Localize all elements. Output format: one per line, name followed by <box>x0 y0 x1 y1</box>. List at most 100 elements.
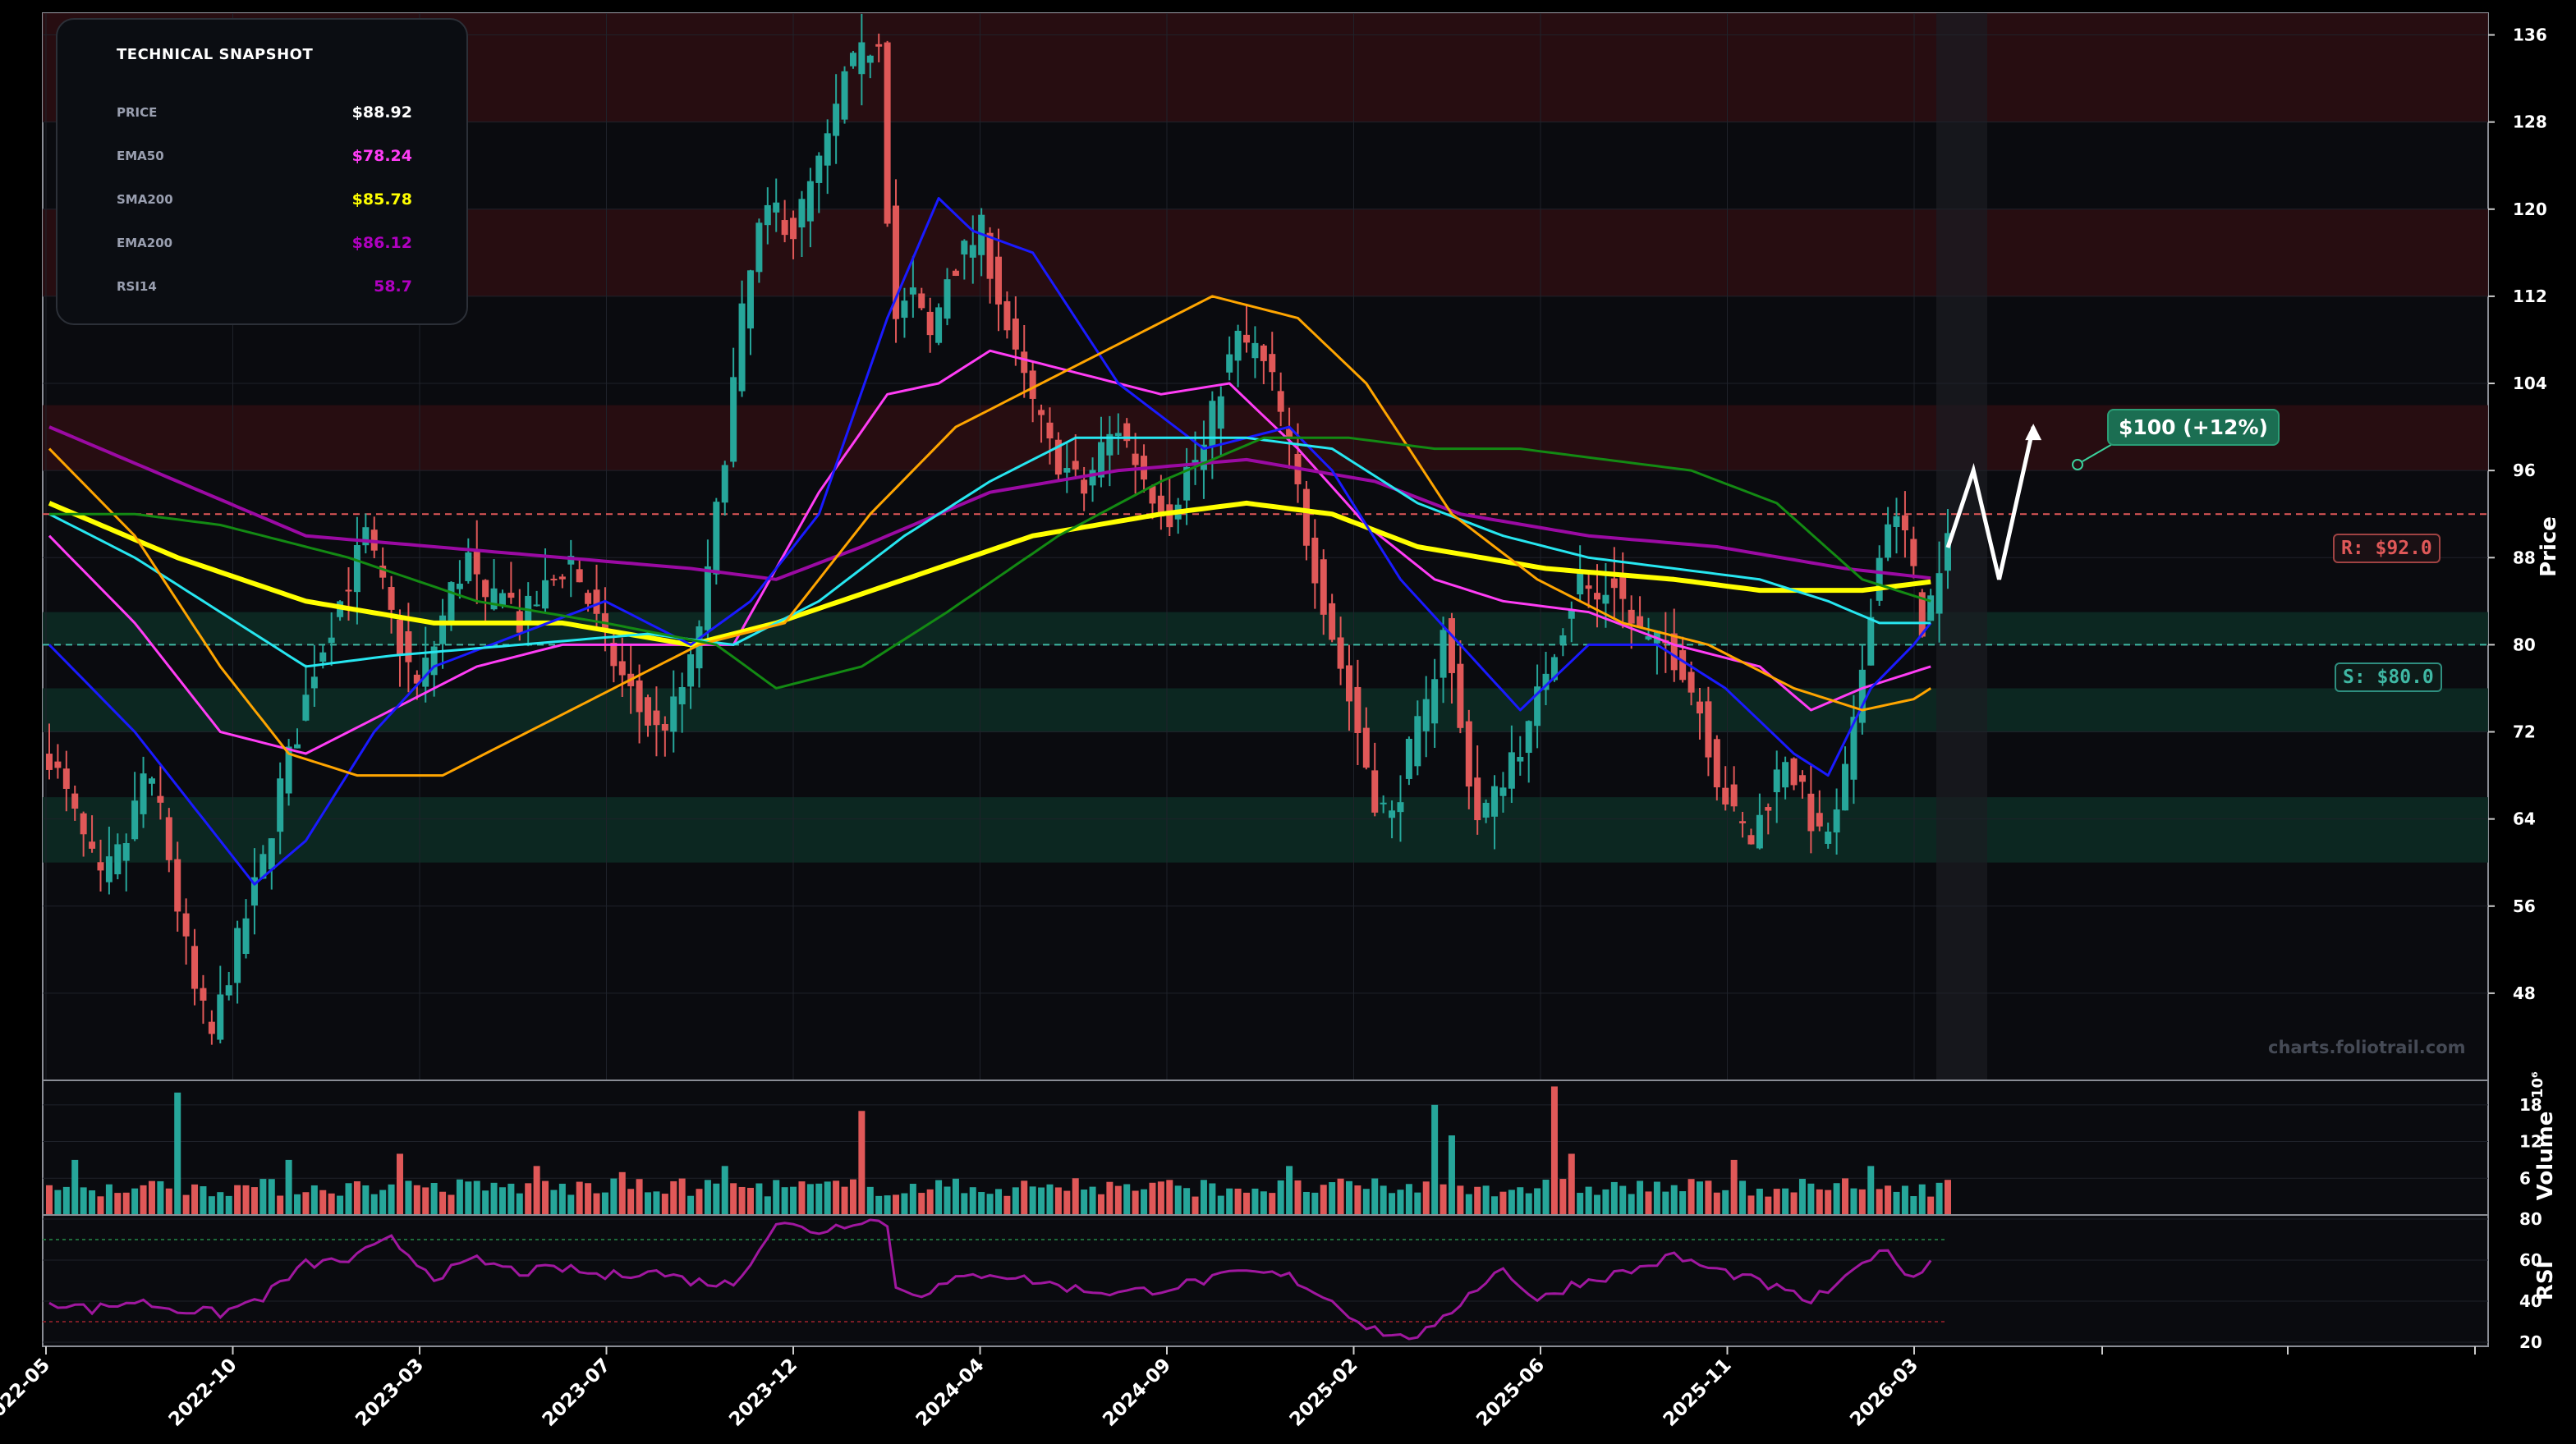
volume-bar <box>1508 1190 1515 1215</box>
volume-axis-exponent: 10⁶ <box>2529 1071 2546 1098</box>
volume-bar <box>1559 1179 1567 1215</box>
bear-candle <box>1286 429 1293 438</box>
support-zone <box>43 688 2488 732</box>
volume-bar <box>439 1191 447 1215</box>
volume-bar <box>54 1190 62 1215</box>
bull-candle <box>866 55 874 63</box>
volume-bar <box>1354 1185 1361 1215</box>
volume-bar <box>1183 1188 1191 1215</box>
bull-candle <box>909 287 916 295</box>
y-tick-label: 80 <box>2513 635 2536 654</box>
bull-candle <box>1833 809 1840 833</box>
volume-bar <box>704 1180 711 1215</box>
bull-candle <box>1482 802 1490 818</box>
bull-candle <box>1414 716 1421 767</box>
y-axis-label: Price <box>2537 516 2561 577</box>
volume-bar <box>1003 1195 1011 1215</box>
volume-bar <box>225 1195 232 1215</box>
volume-bar <box>1935 1182 1943 1215</box>
bull-candle <box>1568 609 1575 619</box>
volume-bar <box>1696 1181 1703 1215</box>
y-tick-label: 104 <box>2513 374 2547 393</box>
volume-bar <box>1705 1180 1712 1215</box>
bear-candle <box>482 580 489 598</box>
volume-bar <box>490 1182 498 1215</box>
volume-tick-label: 6 <box>2519 1168 2531 1188</box>
volume-bar <box>1945 1180 1951 1215</box>
bull-candle <box>901 300 908 319</box>
bull-candle <box>140 773 147 814</box>
volume-bar <box>661 1194 668 1215</box>
volume-bar <box>422 1187 429 1215</box>
bull-candle <box>935 307 943 343</box>
volume-bar <box>798 1181 806 1215</box>
volume-bar <box>995 1189 1002 1215</box>
bull-candle <box>1945 533 1951 571</box>
volume-bar <box>806 1184 814 1215</box>
bull-candle <box>944 279 951 319</box>
volume-bar <box>268 1179 275 1215</box>
rsi-tick-label: 80 <box>2519 1209 2542 1229</box>
volume-bar <box>781 1187 788 1215</box>
volume-bar <box>1687 1179 1695 1215</box>
bear-candle <box>1901 515 1908 531</box>
bull-candle <box>285 746 292 794</box>
volume-bar <box>140 1185 147 1215</box>
volume-bar <box>89 1190 96 1215</box>
volume-bar <box>62 1186 70 1215</box>
volume-bar <box>1619 1185 1627 1215</box>
volume-bar <box>1910 1196 1917 1215</box>
bear-candle <box>1619 573 1627 599</box>
volume-bar <box>1405 1184 1412 1215</box>
bull-candle <box>1209 401 1216 447</box>
volume-bar <box>1397 1190 1404 1215</box>
bull-candle <box>1405 738 1412 779</box>
volume-bar <box>1166 1180 1173 1215</box>
bear-candle <box>71 793 79 809</box>
volume-bar <box>1927 1196 1935 1215</box>
bull-candle <box>1226 354 1233 373</box>
bull-candle <box>687 654 695 687</box>
bear-candle <box>413 674 420 684</box>
y-tick-label: 88 <box>2513 548 2536 567</box>
volume-bar <box>328 1193 335 1215</box>
volume-bar <box>1294 1180 1302 1215</box>
volume-bar <box>456 1179 463 1215</box>
bear-candle <box>1687 672 1695 693</box>
bear-candle <box>550 578 558 580</box>
volume-bar <box>746 1187 754 1215</box>
bull-candle <box>114 844 122 874</box>
y-tick-label: 64 <box>2513 809 2536 829</box>
bear-candle <box>585 593 592 604</box>
bear-candle <box>208 1021 215 1034</box>
bear-candle <box>174 859 181 912</box>
bull-candle <box>1542 673 1550 690</box>
y-tick-label: 120 <box>2513 199 2547 219</box>
bull-candle <box>1876 557 1883 601</box>
volume-bar <box>105 1184 112 1215</box>
bear-candle <box>661 723 668 731</box>
bear-candle <box>1012 319 1019 350</box>
bear-candle <box>1628 609 1635 624</box>
volume-bar <box>550 1190 558 1215</box>
bear-candle <box>1269 354 1276 373</box>
volume-bar <box>430 1182 438 1215</box>
volume-bar <box>1499 1191 1507 1215</box>
volume-bar <box>952 1178 959 1215</box>
volume-bar <box>405 1180 412 1215</box>
bear-candle <box>54 761 62 768</box>
bull-candle <box>678 687 686 704</box>
volume-bar <box>1371 1178 1379 1215</box>
bear-candle <box>1730 784 1738 807</box>
volume-bar <box>1414 1192 1421 1215</box>
bull-candle <box>448 582 455 621</box>
volume-bar <box>926 1189 934 1215</box>
bear-candle <box>1610 578 1618 589</box>
volume-bar <box>1876 1189 1883 1215</box>
bear-candle <box>1465 721 1472 787</box>
bull-candle <box>490 588 498 610</box>
volume-bar <box>1457 1185 1464 1215</box>
volume-bar <box>1302 1191 1310 1215</box>
bear-candle <box>926 311 934 336</box>
support-zone <box>43 797 2488 863</box>
